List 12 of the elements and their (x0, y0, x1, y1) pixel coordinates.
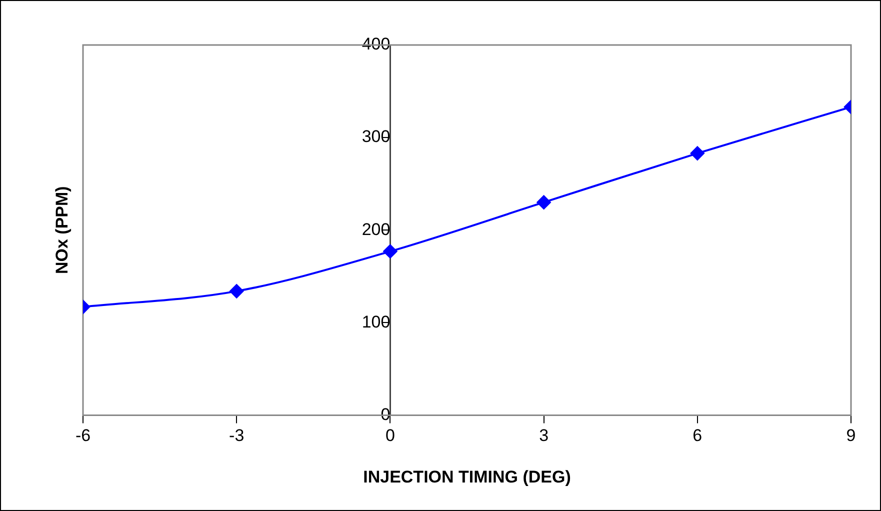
point (383, 244, 398, 258)
y-axis-title: NOx (PPM) (52, 186, 72, 274)
x-tick-label: 3 (539, 426, 549, 446)
y-tick-label: 200 (362, 220, 390, 239)
x-tick-label: 6 (692, 426, 702, 446)
x-tick-label: -6 (75, 426, 91, 446)
y-tick-label: 300 (362, 127, 390, 146)
x-tick-label: -3 (229, 426, 244, 446)
x-tick-label: 9 (846, 426, 856, 446)
x-axis-title: INJECTION TIMING (DEG) (363, 467, 571, 486)
point (536, 195, 551, 210)
y-tick-label: 100 (362, 312, 390, 332)
